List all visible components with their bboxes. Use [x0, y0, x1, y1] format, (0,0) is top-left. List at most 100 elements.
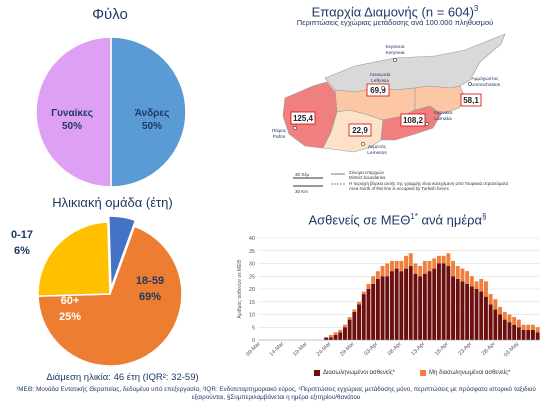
- icu-bar-nonintubated: [333, 332, 338, 335]
- sex-slice-0: [110, 36, 187, 188]
- icu-bar-intubated: [507, 322, 512, 340]
- label-pafos-en: Pafos: [273, 134, 286, 140]
- legend-boundaries-el: Σύνορα επαρχιών: [349, 170, 385, 175]
- icu-bar-intubated: [385, 276, 390, 340]
- icu-ytick-8: 40: [249, 236, 255, 242]
- icu-bar-nonintubated: [535, 327, 540, 333]
- age-pie-chart: 18-59 69% 60+ 25% 0-17 6%: [11, 215, 183, 367]
- icu-bar-intubated: [488, 304, 493, 340]
- icu-bar-nonintubated: [399, 260, 404, 272]
- label-lemesos-en: Lemesos: [367, 150, 387, 156]
- icu-bar-intubated: [512, 324, 517, 340]
- icu-ytick-4: 20: [249, 287, 255, 293]
- icu-chart-title: Ασθενείς σε ΜΕΘ1* ανά ημέρα§: [255, 212, 540, 227]
- icu-bar-nonintubated: [479, 278, 484, 292]
- age-slice-label-0: 18-59: [136, 275, 164, 287]
- icu-bar-nonintubated: [516, 319, 521, 328]
- icu-bar-nonintubated: [352, 309, 357, 312]
- legend-boundaries-en: District boundaries: [349, 175, 386, 180]
- icu-bar-intubated: [413, 273, 418, 340]
- icu-bar-intubated: [432, 268, 437, 340]
- label-lefkosia-el: Λευκωσία: [370, 72, 391, 78]
- icu-ytick-6: 30: [249, 262, 255, 268]
- label-keryneia-el: Κερύνεια: [385, 43, 404, 50]
- icu-bar-intubated: [498, 314, 502, 340]
- icu-bar-intubated: [535, 332, 540, 340]
- icu-bar-nonintubated: [460, 268, 465, 282]
- icu-xtick-1: 14-Mar: [269, 341, 286, 358]
- icu-bar-intubated: [451, 276, 455, 340]
- icu-bar-intubated: [352, 311, 357, 340]
- legend-occupied-el: Η περιοχή βόρεια αυτής της γραμμής είναι…: [349, 181, 509, 186]
- icu-bar-nonintubated: [394, 260, 399, 269]
- icu-bar-nonintubated: [343, 324, 347, 328]
- age-slice-2: [108, 215, 137, 289]
- icu-xtick-5: 03-Apr: [363, 341, 379, 357]
- sex-slice-1: [35, 36, 112, 188]
- icu-bar-intubated: [455, 278, 460, 340]
- icu-bar-intubated: [479, 291, 484, 340]
- icu-bar-nonintubated: [418, 266, 423, 277]
- icu-bar-intubated: [371, 283, 376, 340]
- icu-bar-nonintubated: [446, 253, 451, 267]
- icu-bar-nonintubated: [498, 306, 502, 315]
- icu-bar-intubated: [422, 273, 427, 340]
- nonintubated-label: Μη διασωληνωμένοι ασθενείς*: [429, 370, 511, 376]
- icu-bar-intubated: [493, 309, 498, 340]
- icu-bar-intubated: [333, 334, 338, 340]
- icu-bar-intubated: [366, 289, 371, 340]
- icu-bar-intubated: [324, 337, 329, 340]
- icu-xtick-9: 23-Apr: [457, 341, 473, 357]
- icu-bar-intubated: [521, 329, 526, 340]
- district-ammochostos: [414, 85, 466, 115]
- label-keryneia-en: Keryneia: [386, 50, 405, 56]
- icu-bar-intubated: [404, 268, 408, 340]
- icu-bar-intubated: [469, 286, 474, 340]
- icu-bar-nonintubated: [531, 324, 535, 330]
- map-title-main: Επαρχία Διαμονής (n = 604): [311, 4, 474, 20]
- icu-bar-nonintubated: [474, 281, 479, 289]
- icu-bar-intubated: [526, 329, 531, 340]
- icu-bar-intubated: [338, 332, 343, 340]
- icu-bar-nonintubated: [484, 281, 488, 297]
- icu-bar-intubated: [399, 271, 404, 340]
- intubated-label: Διασωληνωμένοι ασθενείς*: [323, 370, 395, 376]
- cyprus-map: 69,9 58,1 108,2 22,9 125,4 Κερύνεια Kery…: [272, 33, 509, 194]
- icu-ytick-7: 35: [249, 249, 255, 255]
- age-slice-label-1: 60+: [61, 295, 80, 307]
- icu-bar-nonintubated: [521, 324, 526, 330]
- icu-bar-nonintubated: [347, 317, 352, 320]
- icu-bar-nonintubated: [404, 255, 408, 269]
- age-slice-value-0: 69%: [139, 291, 161, 303]
- label-lefkosia-en: Lefkosia: [371, 78, 389, 84]
- sex-slice-value-1: 50%: [62, 121, 82, 132]
- map-title-sup: 3: [473, 4, 479, 13]
- icu-bar-intubated: [531, 329, 535, 340]
- icu-bar-intubated: [343, 327, 347, 340]
- icu-bar-intubated: [502, 319, 507, 340]
- icu-bar-nonintubated: [441, 255, 446, 264]
- icu-bar-nonintubated: [465, 271, 470, 284]
- age-slice-value-1: 25%: [59, 311, 81, 323]
- sex-slice-value-0: 50%: [142, 121, 162, 132]
- icu-bar-nonintubated: [361, 291, 366, 295]
- sex-pie-chart: Άνδρες 50% Γυναίκες 50%: [35, 36, 187, 188]
- icu-legend-intubated: Διασωληνωμένοι ασθενείς*: [314, 370, 395, 376]
- icu-ytick-3: 15: [249, 300, 255, 306]
- scale-km-el: 30 Χλμ: [295, 172, 310, 177]
- icu-bar-nonintubated: [328, 334, 333, 338]
- icu-bar-intubated: [474, 289, 479, 340]
- icu-xtick-4: 29-Mar: [339, 341, 356, 358]
- label-ammochostos-el: Αμμόχωστος: [471, 75, 499, 82]
- icu-title-sup1: 1*: [410, 212, 418, 221]
- icu-bar-intubated: [347, 319, 352, 340]
- value-pafos: 125,4: [293, 114, 314, 123]
- icu-bar-nonintubated: [413, 263, 418, 274]
- label-larnaka-en: Larnaka: [434, 116, 452, 122]
- icu-bar-intubated: [516, 327, 521, 340]
- icu-bar-nonintubated: [432, 258, 437, 269]
- icu-ylabel: Αριθμός ασθενών σε ΜΕΘ: [236, 259, 243, 318]
- icu-bar-intubated: [357, 304, 361, 340]
- icu-bar-intubated: [441, 263, 446, 340]
- age-slice-value-2: 6%: [14, 245, 30, 257]
